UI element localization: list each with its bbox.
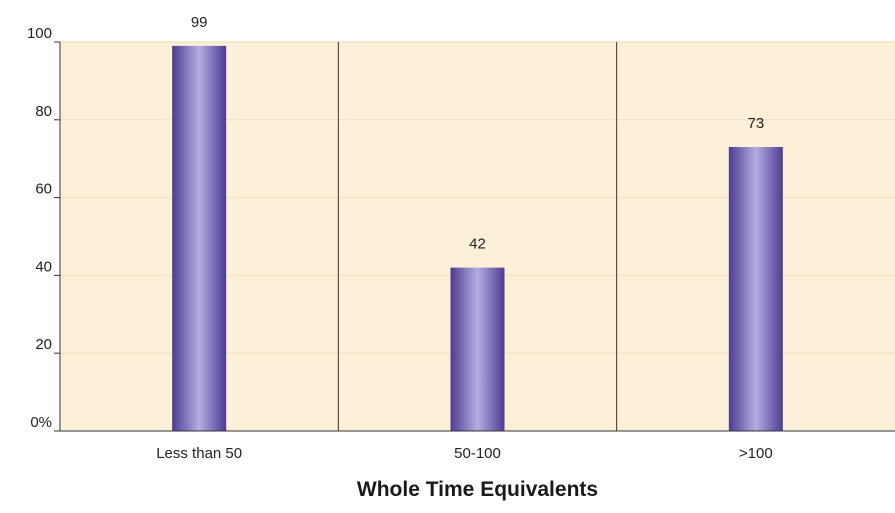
x-tick-label: 50-100	[454, 445, 501, 462]
y-tick-label: 80	[35, 103, 52, 120]
bar-value-label: 99	[191, 14, 208, 31]
bar-value-label: 73	[747, 115, 764, 132]
y-tick-label: 100	[27, 25, 52, 42]
bar	[450, 267, 505, 431]
x-tick-label: Less than 50	[156, 445, 242, 462]
x-axis-title: Whole Time Equivalents	[356, 478, 599, 501]
bar-value-label: 42	[469, 236, 486, 253]
x-tick-label: >100	[739, 445, 773, 462]
bar	[728, 147, 783, 431]
bar	[172, 45, 227, 431]
y-tick-label: 40	[35, 258, 52, 275]
y-tick-label: 20	[35, 336, 52, 353]
y-tick-label: 0%	[30, 414, 52, 431]
y-tick-label: 60	[35, 181, 52, 198]
